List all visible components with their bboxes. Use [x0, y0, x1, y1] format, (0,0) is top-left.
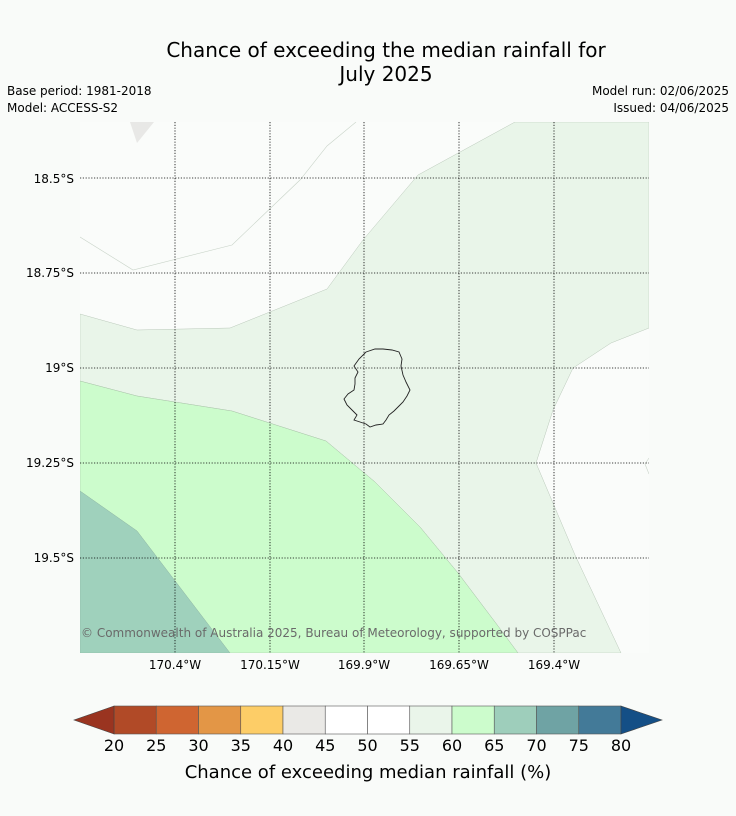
colorbar-bin — [493, 705, 537, 735]
colorbar-label: Chance of exceeding median rainfall (%) — [184, 762, 552, 783]
colorbar-bin — [240, 705, 284, 735]
colorbar-tick-label: 30 — [188, 736, 209, 755]
chart-title: Chance of exceeding the median rainfall … — [0, 38, 736, 86]
title-line-1: Chance of exceeding the median rainfall … — [166, 38, 606, 62]
colorbar-tick-label: 80 — [610, 736, 632, 755]
colorbar-tick-label: 70 — [526, 736, 547, 755]
colorbar-tick-label: 60 — [441, 736, 463, 755]
zone-65-70 — [80, 490, 231, 653]
colorbar-tick-label: 35 — [230, 736, 251, 755]
colorbar-low-extend — [73, 705, 115, 735]
meta-left: Base period: 1981-2018 Model: ACCESS-S2 — [7, 83, 152, 117]
colorbar-tick-label: 75 — [568, 736, 589, 755]
lat-label-18-75: 18.75°S — [26, 266, 74, 280]
model-run: Model run: 02/06/2025 — [591, 84, 729, 98]
colorbar-tick-label: 20 — [103, 736, 125, 755]
colorbar-bin — [578, 705, 622, 735]
colorbar-tick-label: 45 — [315, 736, 336, 755]
lat-label-19-5: 19.5°S — [33, 551, 74, 565]
contour-line-north — [80, 122, 357, 271]
contour-line-east — [644, 457, 649, 475]
title-line-2: July 2025 — [339, 62, 433, 86]
colorbar-bin — [324, 705, 368, 735]
lat-label-19: 19°S — [45, 361, 74, 375]
colorbar-bin — [155, 705, 199, 735]
colorbar-bin — [198, 705, 242, 735]
colorbar-bin — [113, 705, 157, 735]
lon-label-170-4: 170.4°W — [148, 658, 202, 672]
lon-label-169-65: 169.65°W — [429, 658, 489, 672]
colorbar-bin — [282, 705, 326, 735]
colorbar-tick-label: 25 — [146, 736, 167, 755]
issued-date: Issued: 04/06/2025 — [613, 101, 729, 115]
map-area — [80, 122, 649, 653]
colorbar-bin — [451, 705, 495, 735]
lon-label-169-4: 169.4°W — [527, 658, 581, 672]
colorbar-bin — [536, 705, 580, 735]
zone-40-45 — [130, 122, 154, 143]
lat-label-19-25: 19.25°S — [26, 456, 74, 470]
model-name: Model: ACCESS-S2 — [7, 101, 119, 115]
colorbar-bin — [409, 705, 453, 735]
colorbar-tick-label: 65 — [484, 736, 505, 755]
meta-right: Model run: 02/06/2025 Issued: 04/06/2025 — [592, 83, 729, 117]
island-coastline — [343, 348, 411, 428]
colorbar-tick-label: 55 — [399, 736, 420, 755]
gridlines — [80, 122, 649, 653]
copyright-notice: © Commonwealth of Australia 2025, Bureau… — [81, 626, 587, 640]
lon-label-169-9: 169.9°W — [337, 658, 391, 672]
base-period: Base period: 1981-2018 — [7, 84, 152, 98]
colorbar-bin — [367, 705, 411, 735]
lon-label-170-15: 170.15°W — [240, 658, 300, 672]
colorbar-tick-label: 40 — [272, 736, 294, 755]
colorbar-tick-label: 50 — [357, 736, 378, 755]
colorbar — [73, 705, 663, 735]
colorbar-high-extend — [620, 705, 663, 735]
lat-label-18-5: 18.5°S — [33, 172, 74, 186]
